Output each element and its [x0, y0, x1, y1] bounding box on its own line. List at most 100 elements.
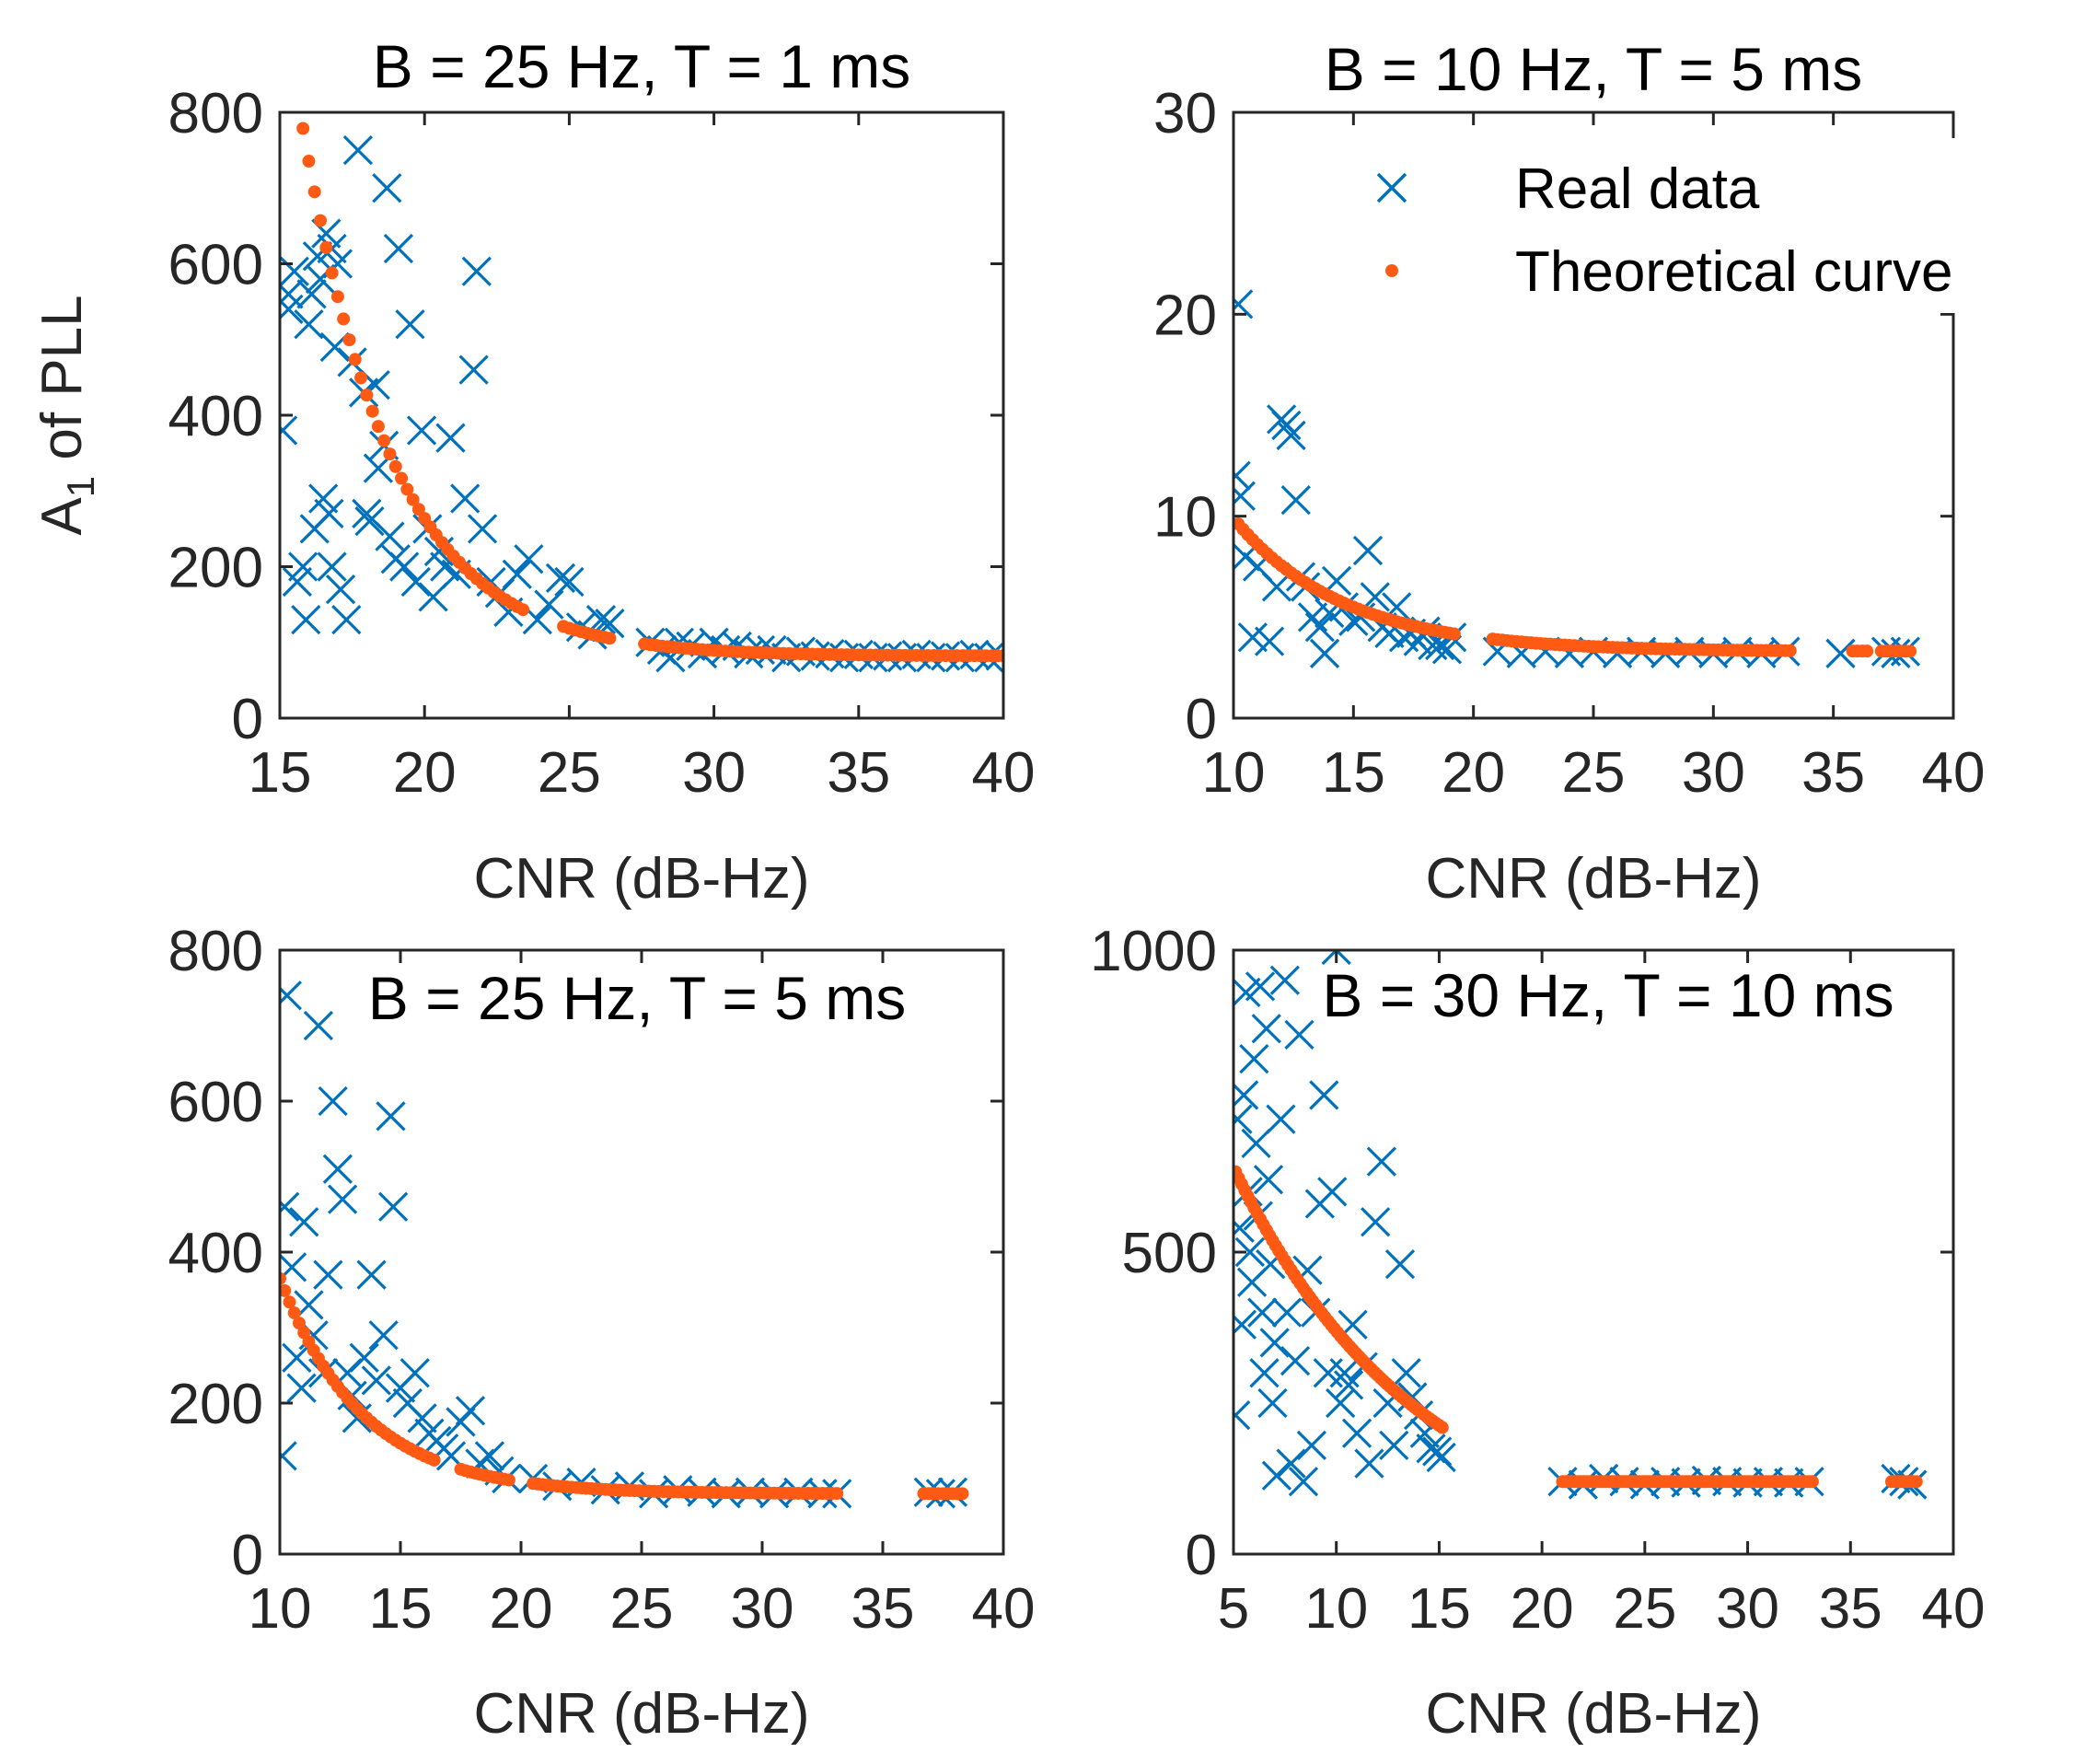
real-data-point [1329, 1358, 1360, 1388]
y-tick-label: 0 [232, 1524, 263, 1587]
legend-theory-label: Theoretical curve [1515, 240, 1953, 304]
real-data-point [303, 1010, 334, 1041]
real-data-point [389, 551, 420, 582]
legend-real-marker [1376, 172, 1407, 203]
theory-curve-point [406, 493, 420, 506]
x-tick-label: 20 [1442, 741, 1505, 805]
theory-curve-point [291, 87, 304, 100]
real-data-point [1341, 1418, 1372, 1448]
y-tick-label: 600 [168, 1071, 263, 1134]
theory-curve-point [319, 240, 333, 254]
real-data-point [286, 1373, 317, 1403]
panel-1-x-axis-label: CNR (dB-Hz) [473, 847, 809, 911]
real-data-point [375, 521, 405, 551]
panel-1-plot-area [278, 110, 1005, 720]
real-data-point [407, 1403, 437, 1433]
real-data-point [1234, 1236, 1266, 1268]
x-tick-label: 25 [538, 741, 601, 805]
y-tick-label: 0 [232, 688, 263, 751]
legend: Real data Theoretical curve [1344, 138, 2062, 313]
x-tick-label: 10 [1202, 741, 1266, 805]
theory-curve-point [1805, 1475, 1819, 1489]
real-data-point [1251, 1014, 1281, 1044]
real-data-point [1271, 1297, 1303, 1328]
real-data-point [1366, 1146, 1397, 1177]
real-data-point [1253, 1165, 1284, 1195]
theory-curve-point [292, 1317, 306, 1330]
y-tick-label: 30 [1153, 82, 1217, 145]
theory-curve-point [285, 50, 298, 63]
x-tick-label: 30 [1682, 741, 1745, 805]
theory-curve-point [955, 1487, 969, 1501]
x-tick-label: 40 [972, 1577, 1036, 1641]
panel-4-axis-ticks: 5 10 15 20 25 30 35 40 0 500 1000 [1090, 920, 1985, 1641]
y-tick-label: 400 [168, 1222, 263, 1285]
x-tick-label: 25 [610, 1577, 674, 1641]
real-data-point [376, 1101, 406, 1132]
panel-3-x-axis-label: CNR (dB-Hz) [473, 1682, 809, 1746]
x-tick-label: 40 [1922, 741, 1986, 805]
real-data-point [383, 233, 414, 264]
real-data-point [1247, 1297, 1278, 1328]
y-tick-label: 400 [168, 385, 263, 448]
panel-3-theory-points [280, 1271, 969, 1501]
real-data-point [280, 294, 304, 324]
theory-curve-point [365, 404, 379, 418]
real-data-point [554, 566, 585, 598]
x-tick-label: 35 [1819, 1577, 1882, 1641]
theory-curve-point [314, 214, 328, 227]
real-data-point [514, 544, 544, 574]
real-data-point [322, 1154, 353, 1184]
real-data-point [400, 566, 431, 598]
theory-curve-point [1904, 644, 1917, 658]
real-data-point [395, 309, 425, 340]
x-tick-label: 20 [393, 741, 457, 805]
real-data-point [1233, 1104, 1253, 1134]
real-data-point [1233, 481, 1256, 511]
real-data-point [294, 309, 324, 340]
panel-4-x-axis-label: CNR (dB-Hz) [1425, 1682, 1761, 1746]
real-data-point [280, 981, 302, 1011]
theory-curve-point [1909, 1475, 1923, 1489]
real-data-point [1317, 1177, 1348, 1207]
panel-3-title: B = 25 Hz, T = 5 ms [368, 964, 907, 1032]
real-data-point [1233, 1213, 1255, 1243]
theory-curve-point [427, 1453, 441, 1467]
real-data-point [1354, 1448, 1384, 1479]
real-data-point [349, 1342, 379, 1373]
real-data-point [282, 566, 312, 598]
x-tick-label: 20 [1511, 1577, 1574, 1641]
y-tick-label: 1000 [1090, 920, 1217, 983]
real-data-point [1309, 638, 1340, 668]
real-data-point [327, 1184, 358, 1214]
real-data-point [280, 279, 304, 309]
theory-curve-point [279, 10, 292, 23]
real-data-point [318, 1085, 348, 1117]
x-tick-label: 10 [249, 1577, 312, 1641]
real-data-point [356, 1259, 387, 1290]
real-data-point [1233, 1399, 1251, 1431]
theory-curve-point [377, 434, 391, 447]
real-data-point [1391, 1358, 1421, 1388]
real-data-point [1261, 1460, 1292, 1491]
real-data-point [1254, 626, 1285, 656]
real-data-point [1237, 622, 1268, 653]
real-data-point [296, 279, 327, 309]
y-tick-label: 10 [1153, 486, 1217, 550]
panel-3-real-points [280, 981, 968, 1509]
theory-curve-point [516, 603, 530, 617]
real-data-point [406, 415, 437, 446]
theory-curve-point [1447, 627, 1461, 641]
y-tick-label: 800 [168, 920, 263, 983]
y-tick-label: 0 [1186, 688, 1217, 751]
real-data-point [282, 1342, 312, 1373]
real-data-point [280, 1441, 297, 1471]
x-tick-label: 25 [1613, 1577, 1676, 1641]
real-data-point [1280, 1345, 1311, 1376]
theory-curve-point [325, 266, 339, 280]
real-data-point [1269, 965, 1300, 995]
real-data-point [458, 354, 489, 385]
